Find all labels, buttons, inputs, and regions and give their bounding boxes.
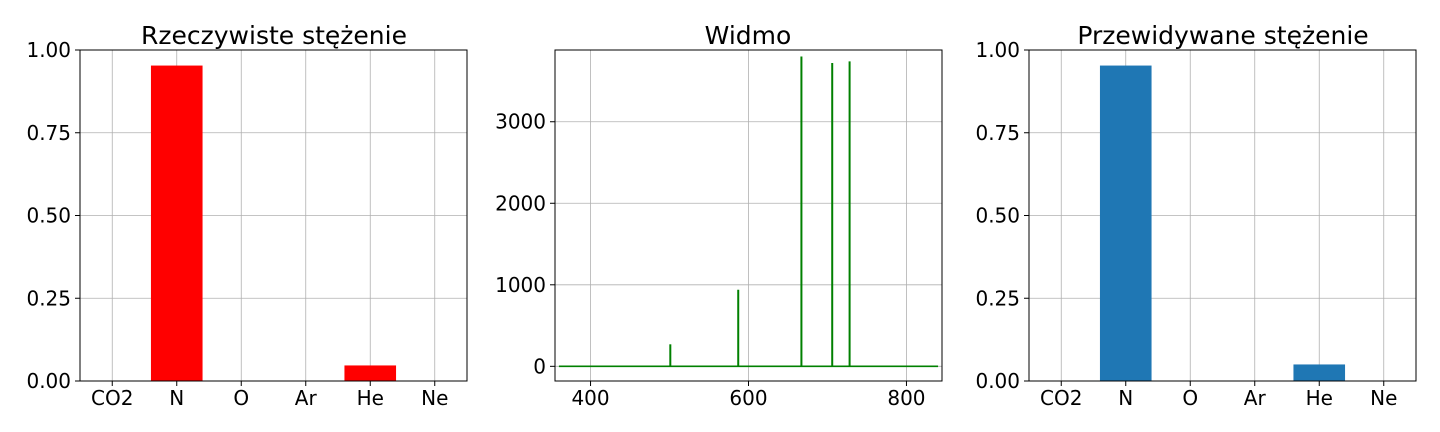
y-tick-label: 3000 bbox=[495, 110, 546, 134]
y-tick-label: 2000 bbox=[495, 191, 546, 215]
chart-predicted-concentration: Przewidywane stężenie CO2 N O Ar He Ne 0.00 0.2… bbox=[975, 21, 1417, 410]
x-tick-label: O bbox=[233, 386, 249, 410]
bar-he bbox=[344, 365, 397, 381]
x-tick-label: 600 bbox=[729, 386, 767, 410]
y-tick-label: 1000 bbox=[495, 273, 546, 297]
x-tick-label: He bbox=[1306, 386, 1333, 410]
bar-he bbox=[1293, 364, 1346, 381]
y-tick-label: 0.50 bbox=[975, 204, 1020, 228]
x-tick-label: O bbox=[1182, 386, 1198, 410]
chart-title: Widmo bbox=[705, 21, 792, 50]
bar-n bbox=[1099, 65, 1152, 381]
y-tick-label: 0.00 bbox=[26, 369, 71, 393]
y-tick-label: 0.00 bbox=[975, 369, 1020, 393]
y-tick-label: 1.00 bbox=[26, 38, 71, 62]
x-tick-label: Ne bbox=[1370, 386, 1397, 410]
bar-n bbox=[150, 65, 203, 381]
chart-real-concentration: Rzeczywiste stężenie CO2 N O Ar He Ne 0.00 0.25… bbox=[26, 21, 468, 410]
x-tick-label: CO2 bbox=[1040, 386, 1082, 410]
y-tick-label: 0 bbox=[533, 354, 546, 378]
y-tick-label: 0.25 bbox=[975, 286, 1020, 310]
y-tick-label: 0.75 bbox=[26, 121, 71, 145]
y-tick-label: 0.50 bbox=[26, 204, 71, 228]
x-tick-label: Ne bbox=[421, 386, 448, 410]
y-tick-label: 0.75 bbox=[975, 121, 1020, 145]
x-tick-label: He bbox=[357, 386, 384, 410]
x-tick-label: 800 bbox=[887, 386, 925, 410]
y-tick-label: 0.25 bbox=[26, 286, 71, 310]
x-tick-label: Ar bbox=[1244, 386, 1267, 410]
x-tick-label: N bbox=[1118, 386, 1133, 410]
x-tick-label: 400 bbox=[571, 386, 609, 410]
x-tick-label: Ar bbox=[295, 386, 318, 410]
x-tick-label: N bbox=[169, 386, 184, 410]
chart-spectrum: Widmo 400 600 800 0 1000 2000 3000 bbox=[495, 21, 943, 410]
x-tick-label: CO2 bbox=[91, 386, 133, 410]
chart-title: Rzeczywiste stężenie bbox=[141, 21, 407, 50]
chart-title: Przewidywane stężenie bbox=[1077, 21, 1368, 50]
y-tick-label: 1.00 bbox=[975, 38, 1020, 62]
